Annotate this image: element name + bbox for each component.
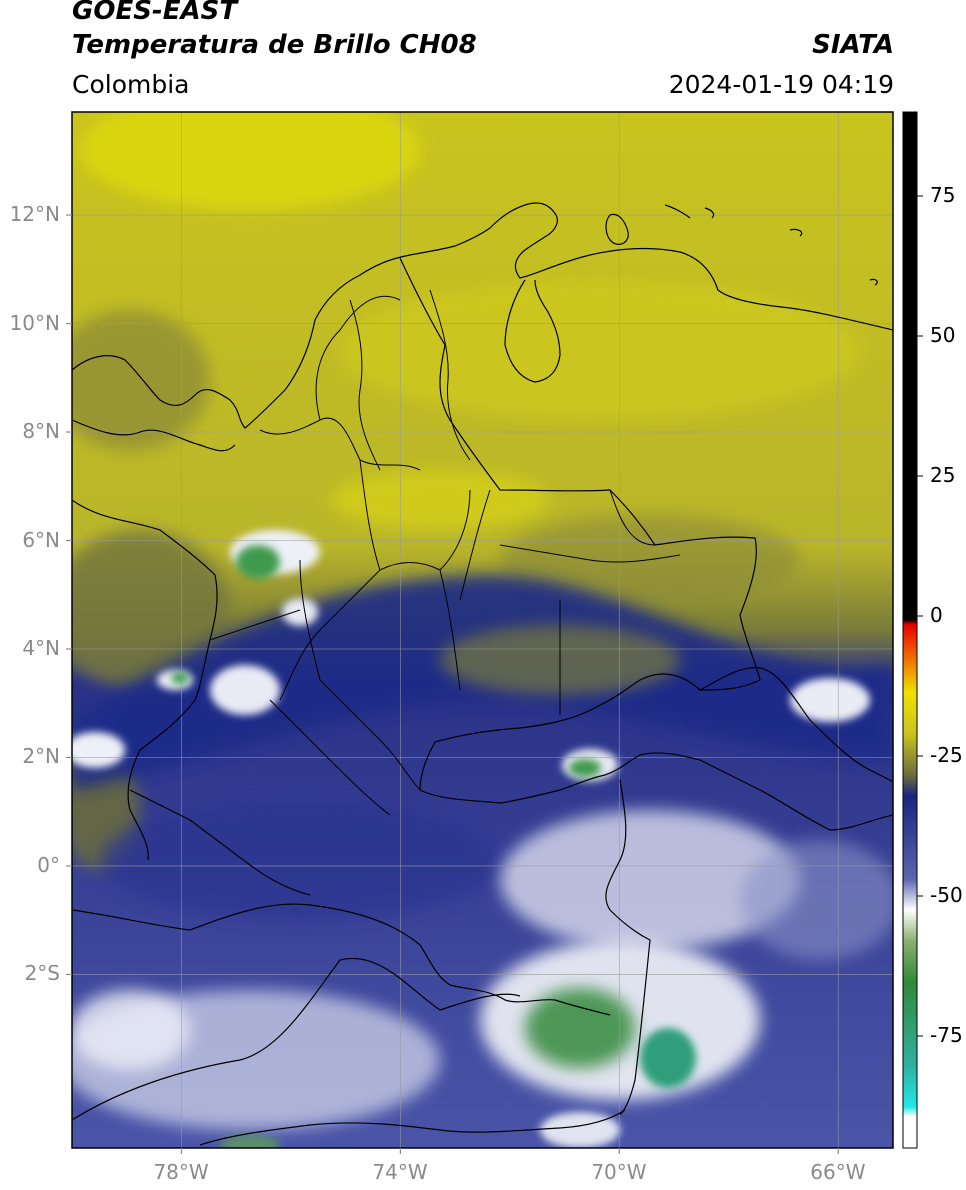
lon-tick-label: 74°W	[372, 1160, 428, 1184]
plot-frame	[71, 111, 894, 1149]
colorbar-tick-label: 25	[930, 463, 956, 487]
temperature-field	[72, 112, 893, 1148]
maracaibo-lake	[504, 279, 561, 383]
panama-coast	[72, 419, 236, 452]
axis-ticks	[66, 214, 839, 1154]
lat-tick-label: 2°N	[22, 744, 60, 769]
colorbar-tick-label: 75	[930, 183, 956, 207]
lon-tick-label: 66°W	[810, 1160, 866, 1184]
orinoco-river	[699, 667, 893, 783]
satellite-title: GOES-EAST	[72, 0, 238, 26]
pacific-coastline	[72, 499, 218, 861]
colorbar-tick-label: 50	[930, 323, 956, 347]
colorbar-tick-label: -75	[930, 1023, 963, 1047]
lat-tick-label: 4°N	[22, 635, 60, 660]
organization-label: SIATA	[812, 30, 894, 60]
peru-river	[72, 957, 521, 1121]
colombia-peru-border	[72, 903, 611, 1016]
lon-tick-label: 78°W	[153, 1160, 209, 1184]
colorbar-tick-label: -50	[930, 883, 963, 907]
lat-tick-label: 12°N	[9, 202, 60, 227]
islands	[605, 204, 878, 286]
lon-tick-label: 70°W	[591, 1160, 647, 1184]
colorbar	[902, 111, 918, 1149]
lat-tick-label: 6°N	[22, 527, 60, 552]
colorbar-tick-label: 0	[930, 603, 943, 627]
boundaries	[72, 202, 893, 1146]
lat-tick-label: 10°N	[9, 310, 60, 335]
lat-tick-label: 2°S	[24, 961, 60, 986]
graticule	[72, 112, 893, 1148]
lat-tick-label: 8°N	[22, 419, 60, 444]
colorbar-ticks	[917, 195, 923, 1037]
caribbean-coastline	[72, 202, 893, 429]
timestamp-label: 2024-01-19 04:19	[668, 70, 894, 99]
colorbar-tick-label: -25	[930, 743, 963, 767]
product-title: Temperatura de Brillo CH08	[72, 30, 477, 60]
amazon-river	[199, 1109, 626, 1146]
department-lines	[209, 289, 681, 816]
lat-tick-label: 0°	[37, 852, 60, 877]
region-label: Colombia	[72, 70, 190, 99]
colombia-brazil-south	[605, 779, 651, 1116]
ecuador-colombia-border	[129, 789, 311, 896]
colombia-brazil-border	[419, 704, 893, 831]
